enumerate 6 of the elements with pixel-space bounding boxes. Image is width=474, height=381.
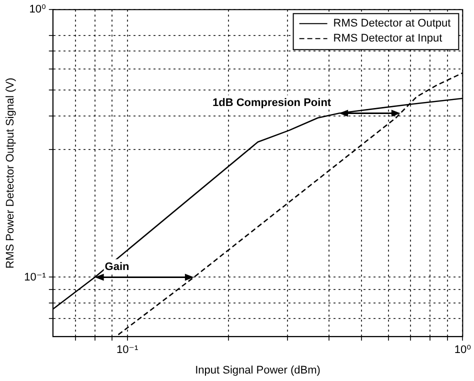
y-axis-title: RMS Power Detector Output Signal (V) (4, 78, 17, 268)
annotation: Gain (104, 260, 130, 273)
x-axis-title: Input Signal Power (dBm) (195, 364, 320, 376)
legend-label: RMS Detector at Input (333, 32, 442, 45)
legend-label: RMS Detector at Output (333, 18, 451, 30)
annotation: 1dB Compresion Point (212, 96, 332, 109)
